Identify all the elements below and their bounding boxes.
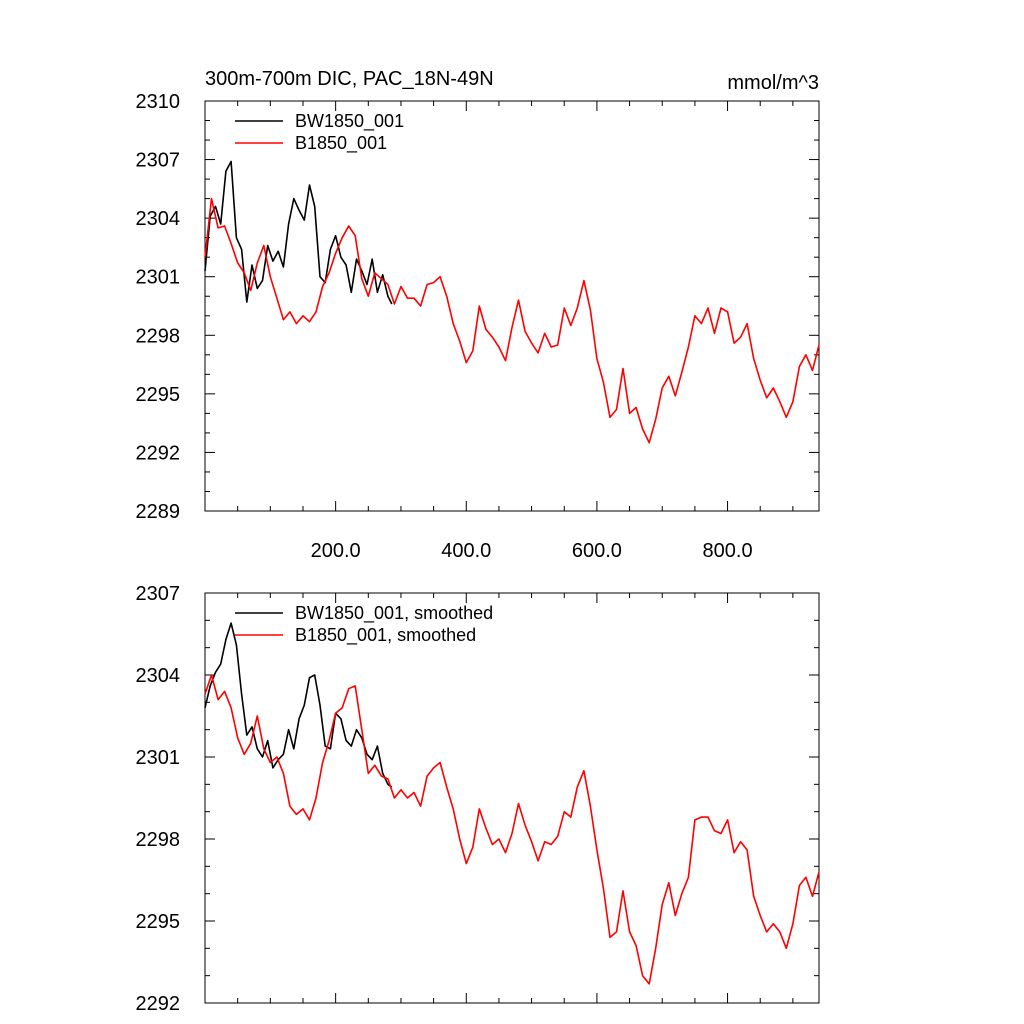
series-line <box>204 674 820 985</box>
y-tick-label: 2310 <box>136 91 181 113</box>
legend-label: B1850_001 <box>295 133 387 154</box>
legend-label: BW1850_001 <box>295 111 404 132</box>
top-axis-ticks: 2289 2292 2295 2298 2301 2304 2307 2310 200.0 400… <box>136 91 819 562</box>
legend-label: B1850_001, smoothed <box>295 625 476 646</box>
bottom-panel: 2292 2295 2298 2301 2304 2307 BW1850_001, smo… <box>136 583 820 1015</box>
y-tick-label: 2295 <box>136 384 181 406</box>
y-tick-label: 2301 <box>136 267 181 289</box>
bottom-plot-frame <box>204 592 820 1004</box>
y-tick-label: 2295 <box>136 911 181 933</box>
y-tick-label: 2307 <box>136 583 181 605</box>
x-tick-label: 200.0 <box>311 540 361 562</box>
bottom-series-lines <box>204 622 820 985</box>
y-tick-label: 2289 <box>136 501 181 523</box>
y-tick-label: 2304 <box>136 665 181 687</box>
x-tick-label: 600.0 <box>572 540 622 562</box>
y-tick-label: 2298 <box>136 325 181 347</box>
chart-title: 300m-700m DIC, PAC_18N-49N <box>205 68 494 90</box>
top-panel: 300m-700m DIC, PAC_18N-49N mmol/m^3 2289… <box>136 68 820 562</box>
y-tick-label: 2304 <box>136 208 181 230</box>
series-line <box>204 622 393 788</box>
legend-label: BW1850_001, smoothed <box>295 603 493 624</box>
y-tick-label: 2292 <box>136 442 181 464</box>
series-line <box>204 197 820 444</box>
series-line <box>204 160 393 305</box>
y-tick-label: 2298 <box>136 829 181 851</box>
units-label: mmol/m^3 <box>727 72 819 94</box>
bottom-axis-ticks: 2292 2295 2298 2301 2304 2307 <box>136 583 819 1015</box>
y-tick-label: 2307 <box>136 150 181 172</box>
y-tick-label: 2292 <box>136 993 181 1015</box>
top-plot-frame <box>204 100 820 512</box>
top-series-lines <box>204 160 820 444</box>
y-tick-label: 2301 <box>136 747 181 769</box>
x-tick-label: 800.0 <box>703 540 753 562</box>
x-tick-label: 400.0 <box>441 540 491 562</box>
